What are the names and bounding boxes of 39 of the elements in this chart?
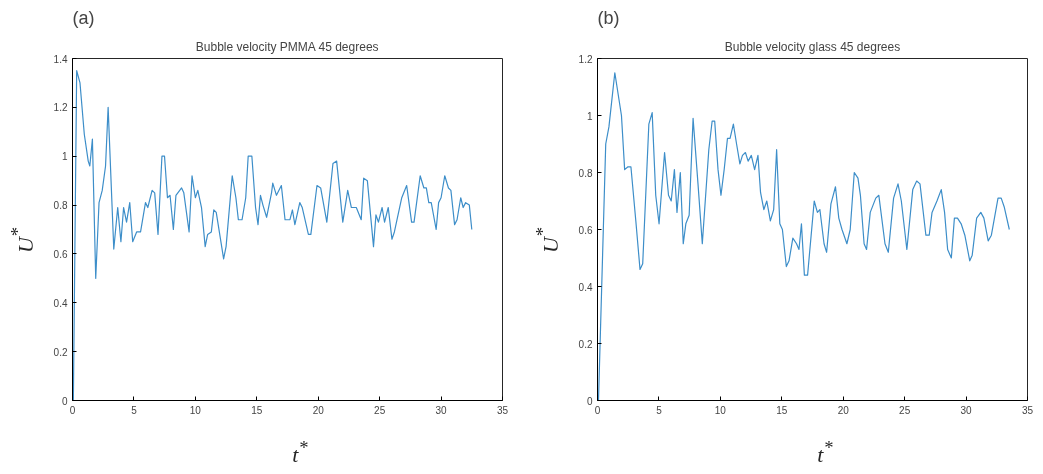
y-tick-label: 1.2 <box>53 102 68 114</box>
y-tick-label: 0 <box>586 395 593 407</box>
y-tick-label: 0.2 <box>578 338 593 350</box>
x-tick-label: 20 <box>312 404 325 416</box>
x-tick-label: 10 <box>189 404 202 416</box>
x-axis-title: t$^{*}$ <box>817 437 833 470</box>
x-tick-label: 30 <box>960 404 973 416</box>
x-tick-label: 10 <box>714 404 727 416</box>
x-tick-label: 35 <box>1021 404 1034 416</box>
x-tick-label: 35 <box>496 404 509 416</box>
x-tick-label: 0 <box>594 404 601 416</box>
x-tick-label: 0 <box>69 404 76 416</box>
text: (b) <box>597 7 620 28</box>
y-tick-label: 0.4 <box>578 281 593 293</box>
x-tick-label: 20 <box>837 404 850 416</box>
y-tick-label: 0.6 <box>53 248 68 260</box>
line-series <box>72 70 473 401</box>
y-tick-label: 0.8 <box>578 167 593 179</box>
x-tick-label: 25 <box>899 404 911 416</box>
y-tick-label: 1 <box>61 151 68 163</box>
y-tick-label: 0.4 <box>53 297 68 309</box>
chart-title: Bubble velocity PMMA 45 degrees <box>195 39 379 54</box>
x-tick-label: 15 <box>251 404 263 416</box>
y-tick-label: 0.6 <box>578 224 593 236</box>
text: (a) <box>72 7 95 28</box>
x-tick-label: 30 <box>435 404 448 416</box>
line-series <box>597 72 1010 401</box>
chart-title: Bubble velocity glass 45 degrees <box>724 39 901 54</box>
x-axis-title: t$^{*}$ <box>292 437 308 470</box>
y-tick-label: 0.8 <box>53 200 68 212</box>
x-tick-label: 5 <box>131 404 138 416</box>
y-tick-label: 0 <box>61 395 68 407</box>
y-tick-label: 1 <box>586 110 593 122</box>
x-tick-label: 25 <box>374 404 386 416</box>
y-tick-label: 0.2 <box>53 346 68 358</box>
y-tick-label: 1.4 <box>53 53 68 65</box>
x-tick-label: 5 <box>656 404 663 416</box>
x-tick-label: 15 <box>776 404 788 416</box>
y-tick-label: 1.2 <box>578 53 593 65</box>
